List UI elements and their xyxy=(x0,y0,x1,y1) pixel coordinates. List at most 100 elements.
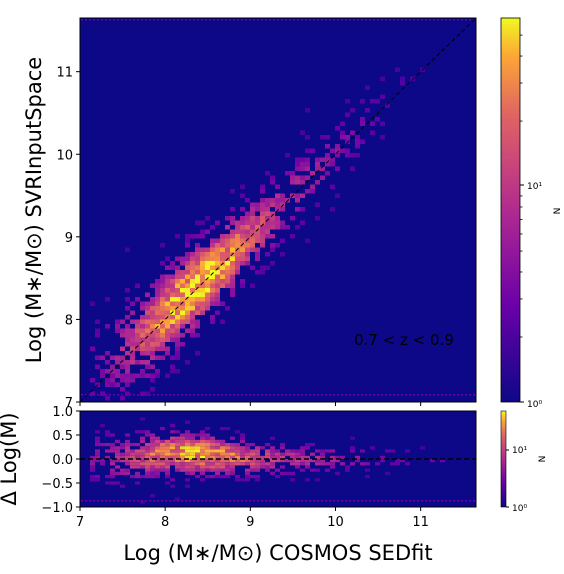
edge-bin xyxy=(237,19,239,21)
edge-bin xyxy=(81,19,83,21)
hexbin-cell xyxy=(215,283,220,288)
y-tick-label: 7 xyxy=(65,396,73,411)
hexbin-cell xyxy=(245,238,250,243)
hexbin-cell xyxy=(150,315,155,320)
residual-cell xyxy=(145,452,150,456)
edge-bin xyxy=(221,500,223,502)
hexbin-cell xyxy=(165,256,170,261)
hexbin-cell xyxy=(160,279,165,284)
residual-cell xyxy=(295,462,300,466)
residual-cell xyxy=(220,452,225,456)
edge-bin xyxy=(217,19,219,21)
hexbin-cell xyxy=(135,328,140,333)
hexbin-cell xyxy=(250,243,255,248)
hexbin-cell xyxy=(240,225,245,230)
hexbin-cell xyxy=(215,261,220,266)
hexbin-cell xyxy=(90,301,95,306)
hexbin-cell xyxy=(135,342,140,347)
hexbin-cell xyxy=(170,319,175,324)
hexbin-cell xyxy=(255,252,260,257)
residual-cell xyxy=(120,471,125,475)
hexbin-cell xyxy=(145,306,150,311)
hexbin-cell xyxy=(200,292,205,297)
residual-cell xyxy=(200,436,205,440)
hexbin-cell xyxy=(125,247,130,252)
edge-bin xyxy=(365,19,367,21)
residual-cell xyxy=(315,449,320,453)
residual-cell xyxy=(115,465,120,469)
hexbin-cell xyxy=(235,234,240,239)
residual-cell xyxy=(205,446,210,450)
residual-cell xyxy=(120,459,125,463)
hexbin-cell xyxy=(315,180,320,185)
residual-cell xyxy=(285,449,290,453)
edge-bin xyxy=(433,500,435,502)
residual-cell xyxy=(205,455,210,459)
edge-bin xyxy=(137,19,139,21)
residual-cell xyxy=(275,475,280,479)
residual-cell xyxy=(125,446,130,450)
hexbin-cell xyxy=(260,265,265,270)
edge-bin xyxy=(385,19,387,21)
residual-cell xyxy=(320,452,325,456)
hexbin-cell xyxy=(225,216,230,221)
edge-bin xyxy=(217,394,219,396)
residual-cell xyxy=(105,475,110,479)
residual-cell xyxy=(130,443,135,447)
residual-cell xyxy=(255,455,260,459)
edge-bin xyxy=(321,19,323,21)
edge-bin xyxy=(329,394,331,396)
hexbin-cell xyxy=(90,346,95,351)
residual-cell xyxy=(245,478,250,482)
residual-cell xyxy=(185,471,190,475)
residual-cell xyxy=(100,423,105,427)
edge-bin xyxy=(301,19,303,21)
residual-colorbar-gradient xyxy=(500,410,507,508)
hexbin-cell xyxy=(225,238,230,243)
hexbin-cell xyxy=(170,301,175,306)
residual-cell xyxy=(380,455,385,459)
residual-cell xyxy=(105,433,110,437)
edge-bin xyxy=(161,500,163,502)
hexbin-cell xyxy=(215,220,220,225)
hexbin-cell xyxy=(150,333,155,338)
residual-cell xyxy=(265,443,270,447)
hexbin-cell xyxy=(215,243,220,248)
hexbin-cell xyxy=(320,175,325,180)
hexbin-cell xyxy=(145,301,150,306)
residual-cell xyxy=(350,462,355,466)
residual-cell xyxy=(165,465,170,469)
hexbin-cell xyxy=(235,243,240,248)
hexbin-cell xyxy=(110,355,115,360)
edge-bin xyxy=(441,19,443,21)
edge-bin xyxy=(117,19,119,21)
residual-cell xyxy=(90,455,95,459)
residual-cell xyxy=(215,459,220,463)
hexbin-cell xyxy=(175,301,180,306)
hexbin-cell xyxy=(220,234,225,239)
edge-bin xyxy=(317,394,319,396)
hexbin-cell xyxy=(235,229,240,234)
hexbin-cell xyxy=(265,202,270,207)
edge-bin xyxy=(289,394,291,396)
hexbin-cell xyxy=(260,243,265,248)
hexbin-cell xyxy=(125,297,130,302)
hexbin-cell xyxy=(195,270,200,275)
residual-cell xyxy=(220,427,225,431)
hexbin-cell xyxy=(150,351,155,356)
hexbin-cell xyxy=(125,333,130,338)
edge-bin xyxy=(281,500,283,502)
edge-bin xyxy=(461,19,463,21)
hexbin-cell xyxy=(200,220,205,225)
hexbin-cell xyxy=(305,108,310,113)
residual-cell xyxy=(245,468,250,472)
edge-bin xyxy=(409,500,411,502)
hexbin-cell xyxy=(290,180,295,185)
hexbin-cell xyxy=(195,252,200,257)
residual-cell xyxy=(220,455,225,459)
hexbin-cell xyxy=(210,301,215,306)
edge-bin xyxy=(141,394,143,396)
residual-cell xyxy=(190,459,195,463)
residual-cell xyxy=(335,471,340,475)
hexbin-cell xyxy=(165,333,170,338)
